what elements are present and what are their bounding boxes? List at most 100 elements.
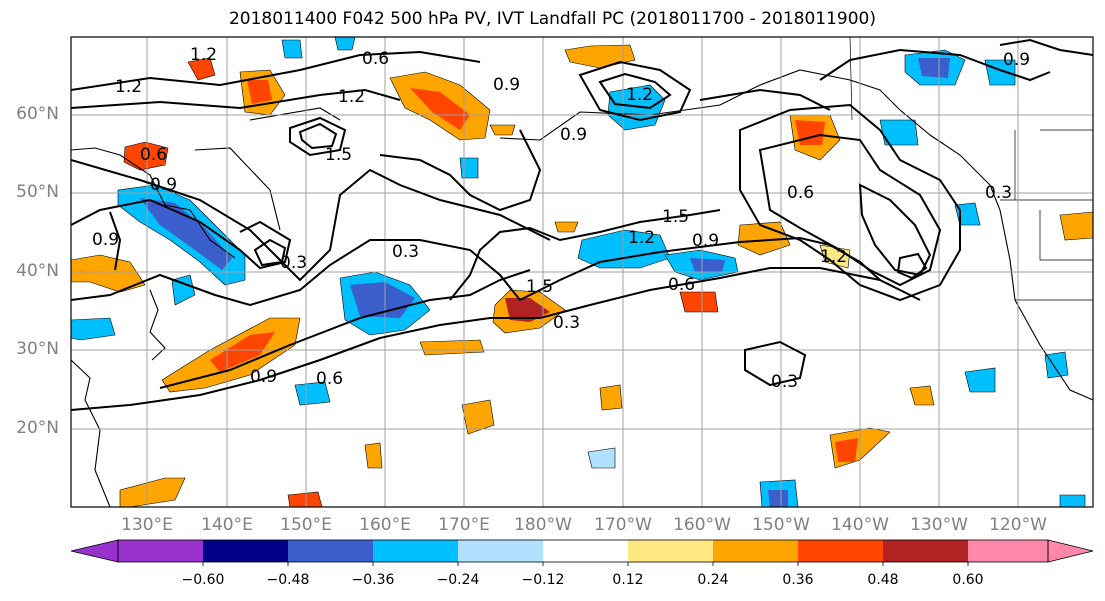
lon-label: 170°E	[438, 515, 490, 535]
negative-anomaly	[1044, 351, 1069, 379]
colorbar-tick-label: −0.24	[436, 572, 480, 588]
coastline	[194, 147, 281, 231]
positive-anomaly	[410, 88, 470, 130]
colorbar-tick-label: 0.36	[782, 572, 814, 588]
contour-line	[819, 48, 1051, 82]
colorbar-segment	[543, 540, 628, 562]
contour-label: 1.5	[526, 277, 553, 297]
contour-label: 0.9	[150, 175, 177, 195]
contour-label: 0.3	[771, 372, 798, 392]
negative-anomaly	[281, 39, 303, 59]
pv-contours	[71, 38, 1093, 411]
colorbar-tick-label: 0.12	[612, 572, 644, 588]
contour-line	[71, 159, 551, 282]
lat-label: 20°N	[16, 418, 59, 438]
contour-label: 1.2	[338, 87, 365, 107]
contour-labels: 1.2 0.6 1.2 0.9 1.2 0.6 0.9 0.9 1.5 0.9 …	[92, 45, 1030, 392]
colorbar-extend-high	[1047, 539, 1094, 563]
colorbar-outline	[117, 539, 1049, 563]
contour-label: 1.2	[628, 228, 655, 248]
positive-anomaly	[247, 80, 272, 104]
lon-label: 160°E	[359, 515, 411, 535]
positive-anomaly	[599, 384, 623, 411]
colorbar-segment	[713, 540, 798, 562]
colorbar-segment	[118, 540, 203, 562]
lat-label: 60°N	[16, 104, 59, 124]
contour-label: 1.2	[115, 77, 142, 97]
contour-line	[744, 340, 807, 387]
contour-label: 0.9	[92, 230, 119, 250]
contour-label: 0.6	[316, 369, 343, 389]
lon-label: 160°W	[673, 515, 731, 535]
coastline	[249, 107, 341, 121]
contour-label: 0.3	[392, 242, 419, 262]
colorbar	[70, 539, 1094, 566]
positive-anomaly	[505, 298, 550, 322]
positive-anomaly	[123, 141, 169, 171]
lon-label: 140°E	[201, 515, 253, 535]
contour-line	[699, 88, 831, 111]
colorbar-segment	[373, 540, 458, 562]
contour-label: 1.2	[626, 85, 653, 105]
positive-anomaly	[554, 221, 579, 233]
contour-line	[578, 60, 692, 122]
negative-anomaly	[294, 381, 331, 406]
positive-anomaly	[419, 339, 485, 356]
contour-label: 0.3	[985, 183, 1012, 203]
positive-anomaly	[187, 57, 216, 81]
contour-label: 0.6	[362, 49, 389, 69]
lon-label: 180°W	[514, 515, 572, 535]
contour-line	[758, 133, 942, 287]
contour-label: 0.9	[250, 367, 277, 387]
positive-anomaly	[679, 291, 719, 313]
contour-label: 0.3	[553, 313, 580, 333]
negative-anomaly	[918, 58, 950, 78]
contour-line	[858, 183, 932, 277]
colorbar-segment	[883, 540, 968, 562]
colorbar-tick-label: −0.12	[521, 572, 565, 588]
contour-line	[253, 238, 287, 267]
contour-label: 0.9	[560, 125, 587, 145]
negative-anomaly	[334, 37, 356, 51]
positive-anomaly	[489, 124, 516, 136]
lon-label: 140°W	[831, 515, 889, 535]
contour-line	[71, 198, 292, 270]
positive-anomaly	[210, 332, 275, 372]
contour-line	[109, 211, 122, 271]
negative-anomaly	[954, 202, 981, 226]
contour-line	[739, 103, 961, 302]
negative-anomaly	[879, 119, 919, 146]
map-frame	[70, 36, 1094, 508]
colorbar-tick-label: −0.36	[351, 572, 395, 588]
lon-label: 130°W	[910, 515, 968, 535]
contour-line	[449, 209, 721, 301]
negative-anomaly	[71, 317, 116, 341]
colorbar-tick-label: −0.48	[266, 572, 310, 588]
negative-anomaly	[587, 447, 616, 469]
contour-label: 1.5	[325, 145, 352, 165]
lon-label: 130°E	[121, 515, 173, 535]
positive-anomaly	[119, 477, 186, 507]
positive-anomaly	[461, 399, 495, 435]
colorbar-segment	[628, 540, 713, 562]
coastline	[71, 147, 236, 259]
lat-label: 50°N	[16, 182, 59, 202]
positive-anomaly	[1059, 211, 1093, 241]
lon-label: 120°W	[989, 515, 1047, 535]
negative-anomaly	[459, 157, 479, 179]
coastline	[849, 79, 1093, 401]
contour-label: 0.3	[280, 253, 307, 273]
contour-line	[598, 72, 672, 110]
colorbar-segment	[203, 540, 288, 562]
lon-label: 150°W	[752, 515, 810, 535]
negative-anomaly	[577, 229, 671, 269]
contour-line	[289, 116, 347, 157]
lon-label: 150°E	[280, 515, 332, 535]
coastlines	[71, 69, 1093, 507]
contour-label: 0.6	[140, 145, 167, 165]
negative-anomaly	[1059, 494, 1086, 507]
contour-line	[71, 50, 481, 91]
positive-anomaly	[835, 438, 858, 462]
contour-label: 1.2	[190, 45, 217, 65]
